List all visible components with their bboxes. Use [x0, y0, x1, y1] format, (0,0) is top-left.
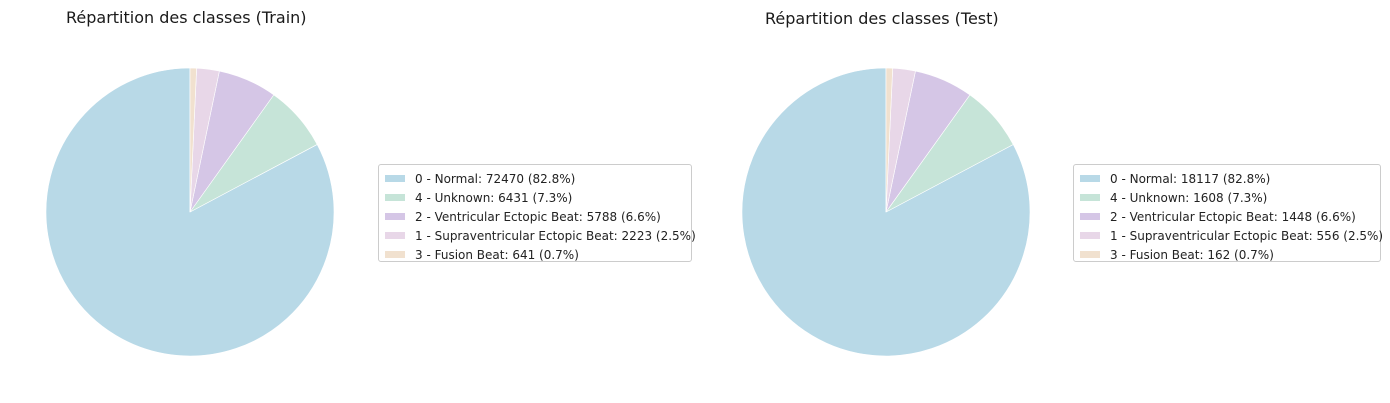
legend-label: 2 - Ventricular Ectopic Beat: 5788 (6.6%… — [415, 209, 661, 224]
pie-chart-test — [741, 67, 1031, 357]
pie-slice — [885, 67, 894, 213]
legend-item: 4 - Unknown: 6431 (7.3%) — [385, 188, 687, 207]
pie-panel-train: Répartition des classes (Train) 0 - Norm… — [45, 8, 696, 357]
legend-label: 0 - Normal: 18117 (82.8%) — [1110, 171, 1271, 186]
pie-slice — [45, 67, 335, 357]
pie-panel-test: Répartition des classes (Test) 0 - Norma… — [695, 0, 1390, 403]
legend-item: 3 - Fusion Beat: 162 (0.7%) — [1080, 245, 1376, 264]
legend-item: 4 - Unknown: 1608 (7.3%) — [1080, 188, 1376, 207]
legend-label: 3 - Fusion Beat: 162 (0.7%) — [1110, 247, 1274, 262]
legend-label: 2 - Ventricular Ectopic Beat: 1448 (6.6%… — [1110, 209, 1356, 224]
legend-label: 3 - Fusion Beat: 641 (0.7%) — [415, 247, 579, 262]
legend-swatch — [385, 251, 405, 258]
legend-label: 1 - Supraventricular Ectopic Beat: 2223 … — [415, 228, 696, 243]
legend-swatch — [1080, 175, 1100, 182]
legend-item: 1 - Supraventricular Ectopic Beat: 2223 … — [385, 226, 696, 245]
legend-label: 4 - Unknown: 6431 (7.3%) — [415, 190, 573, 205]
legend-label: 1 - Supraventricular Ectopic Beat: 556 (… — [1110, 228, 1384, 243]
legend-label: 0 - Normal: 72470 (82.8%) — [415, 171, 576, 186]
legend-swatch — [1080, 213, 1100, 220]
legend-item: 0 - Normal: 72470 (82.8%) — [385, 169, 687, 188]
pie-slice — [189, 67, 197, 213]
legend-swatch — [1080, 232, 1100, 239]
chart-title: Répartition des classes (Train) — [66, 8, 307, 27]
legend-item: 0 - Normal: 18117 (82.8%) — [1080, 169, 1376, 188]
legend-item: 2 - Ventricular Ectopic Beat: 5788 (6.6%… — [385, 207, 687, 226]
legend-train: 0 - Normal: 72470 (82.8%) 4 - Unknown: 64… — [378, 164, 696, 264]
legend-swatch — [1080, 194, 1100, 201]
legend-item: 3 - Fusion Beat: 641 (0.7%) — [385, 245, 687, 264]
legend-test: 0 - Normal: 18117 (82.8%) 4 - Unknown: 16… — [1073, 164, 1383, 264]
legend-swatch — [385, 213, 405, 220]
legend-item: 1 - Supraventricular Ectopic Beat: 556 (… — [1080, 226, 1383, 245]
legend-item: 2 - Ventricular Ectopic Beat: 1448 (6.6%… — [1080, 207, 1376, 226]
legend-label: 4 - Unknown: 1608 (7.3%) — [1110, 190, 1268, 205]
chart-title: Répartition des classes (Test) — [765, 9, 999, 28]
pie-chart-train — [45, 67, 335, 357]
legend-swatch — [385, 194, 405, 201]
legend-swatch — [385, 175, 405, 182]
legend-swatch — [385, 232, 405, 239]
pie-slice — [741, 67, 1031, 357]
legend-swatch — [1080, 251, 1100, 258]
